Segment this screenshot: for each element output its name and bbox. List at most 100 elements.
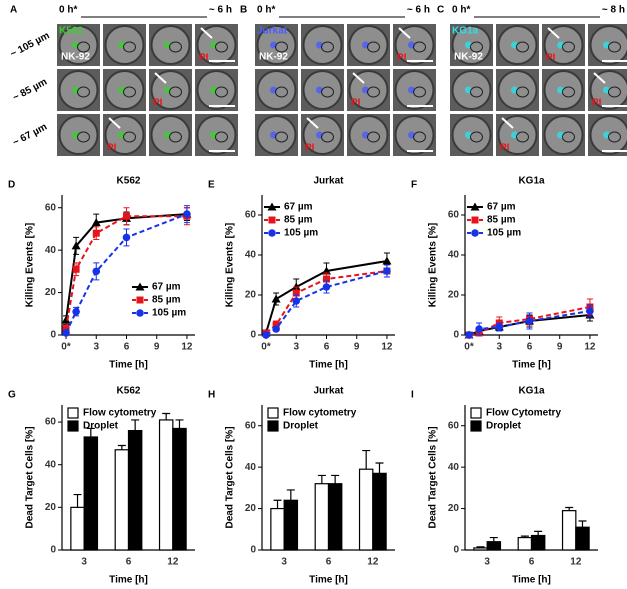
chart-title: KG1a — [518, 176, 545, 187]
panel-letter: E — [208, 180, 215, 191]
legend-marker — [268, 229, 276, 237]
x-tick-label: 6 — [126, 557, 132, 568]
marker — [183, 210, 191, 218]
marker — [62, 325, 70, 333]
y-tick-label: 20 — [45, 502, 57, 513]
x-tick-label: 6 — [326, 557, 332, 568]
marker — [72, 265, 80, 273]
nk-cell — [215, 131, 228, 143]
bar — [327, 483, 343, 551]
panel-letter: G — [8, 390, 16, 401]
legend-label: 105 µm — [152, 308, 186, 319]
x-tick-label: 12 — [367, 557, 379, 568]
x-axis-label: Time [h] — [309, 575, 348, 586]
nk-cell — [516, 86, 529, 98]
legend-marker — [136, 309, 144, 317]
bar — [270, 507, 285, 551]
marker — [292, 297, 301, 305]
x-tick-label: 0* — [464, 342, 474, 353]
nk-cell — [413, 41, 426, 53]
marker — [61, 315, 71, 324]
marker — [322, 283, 331, 291]
marker — [271, 294, 281, 303]
cell-label: Jurkat — [257, 26, 288, 37]
bar — [530, 534, 546, 551]
x-axis-label: Time [h] — [512, 360, 551, 371]
nk-cell — [275, 41, 288, 53]
chart-title: Jurkat — [313, 386, 344, 397]
x-tick-label: 3 — [496, 342, 502, 353]
marker — [262, 331, 270, 339]
marker — [475, 325, 483, 333]
error-bar — [117, 444, 126, 450]
nk-cell — [562, 41, 575, 53]
legend-marker — [268, 216, 276, 224]
bar — [575, 526, 590, 551]
error-bar — [317, 474, 326, 484]
nk-cell — [608, 131, 621, 143]
legend-label: 67 µm — [487, 202, 516, 213]
time-start: 0 h* — [452, 5, 470, 16]
row-label: ~ 105 µm — [9, 30, 52, 60]
effector-label: NK-92 — [61, 52, 90, 63]
y-tick-label: 60 — [245, 420, 257, 431]
marker — [92, 229, 100, 237]
arrow — [306, 117, 319, 129]
error-bar — [86, 427, 95, 437]
marker — [91, 218, 101, 227]
y-tick-label: 60 — [448, 210, 460, 221]
nk-cell — [562, 131, 575, 143]
x-tick-label: 6 — [324, 342, 330, 353]
row-label: ~ 85 µm — [11, 76, 49, 103]
x-tick-label: 9 — [557, 342, 563, 353]
nk-cell — [367, 131, 380, 143]
marker — [71, 241, 81, 250]
y-tick-label: 0 — [250, 545, 256, 556]
nk-cell — [169, 41, 182, 53]
x-tick-label: 9 — [154, 342, 160, 353]
panel-letter: D — [8, 180, 15, 191]
y-tick-label: 40 — [245, 250, 257, 261]
time-end: ~ 6 h — [407, 5, 430, 16]
x-tick-label: 12 — [584, 342, 596, 353]
y-tick-label: 20 — [448, 290, 460, 301]
bar — [70, 506, 85, 551]
pi-label: PI — [305, 143, 315, 154]
nk-cell — [562, 86, 575, 98]
x-tick-label: 0* — [261, 342, 271, 353]
y-axis-label: Dead Target Cells [%] — [225, 426, 236, 528]
legend-marker — [470, 202, 480, 211]
error-bar — [375, 462, 384, 474]
legend-marker — [135, 282, 145, 291]
nk-cell — [413, 131, 426, 143]
x-tick-label: 12 — [381, 342, 393, 353]
panel-letter: C — [437, 5, 444, 16]
bar — [158, 419, 174, 551]
x-tick-label: 3 — [81, 557, 87, 568]
arrow — [398, 27, 411, 39]
error-bar — [331, 474, 340, 484]
legend-label: 67 µm — [284, 202, 313, 213]
marker — [92, 267, 101, 276]
nk-cell — [275, 86, 288, 98]
y-tick-label: 20 — [245, 290, 257, 301]
legend-marker — [136, 296, 144, 304]
error-bar — [534, 530, 543, 536]
nk-cell — [413, 86, 426, 98]
nk-cell — [123, 131, 136, 143]
nk-cell — [275, 131, 288, 143]
x-tick-label: 9 — [354, 342, 360, 353]
legend-marker — [471, 216, 479, 224]
nk-cell — [608, 41, 621, 53]
marker — [383, 267, 391, 275]
legend-swatch — [67, 420, 79, 432]
panel-letter: B — [240, 5, 247, 16]
bar — [358, 468, 374, 551]
panel-letter: H — [208, 390, 215, 401]
y-axis-label: Killing Events [%] — [25, 223, 36, 307]
x-tick-label: 3 — [484, 557, 490, 568]
arrow — [501, 117, 514, 129]
pi-label: PI — [397, 53, 407, 64]
arrow — [547, 27, 560, 39]
y-tick-label: 60 — [245, 210, 257, 221]
